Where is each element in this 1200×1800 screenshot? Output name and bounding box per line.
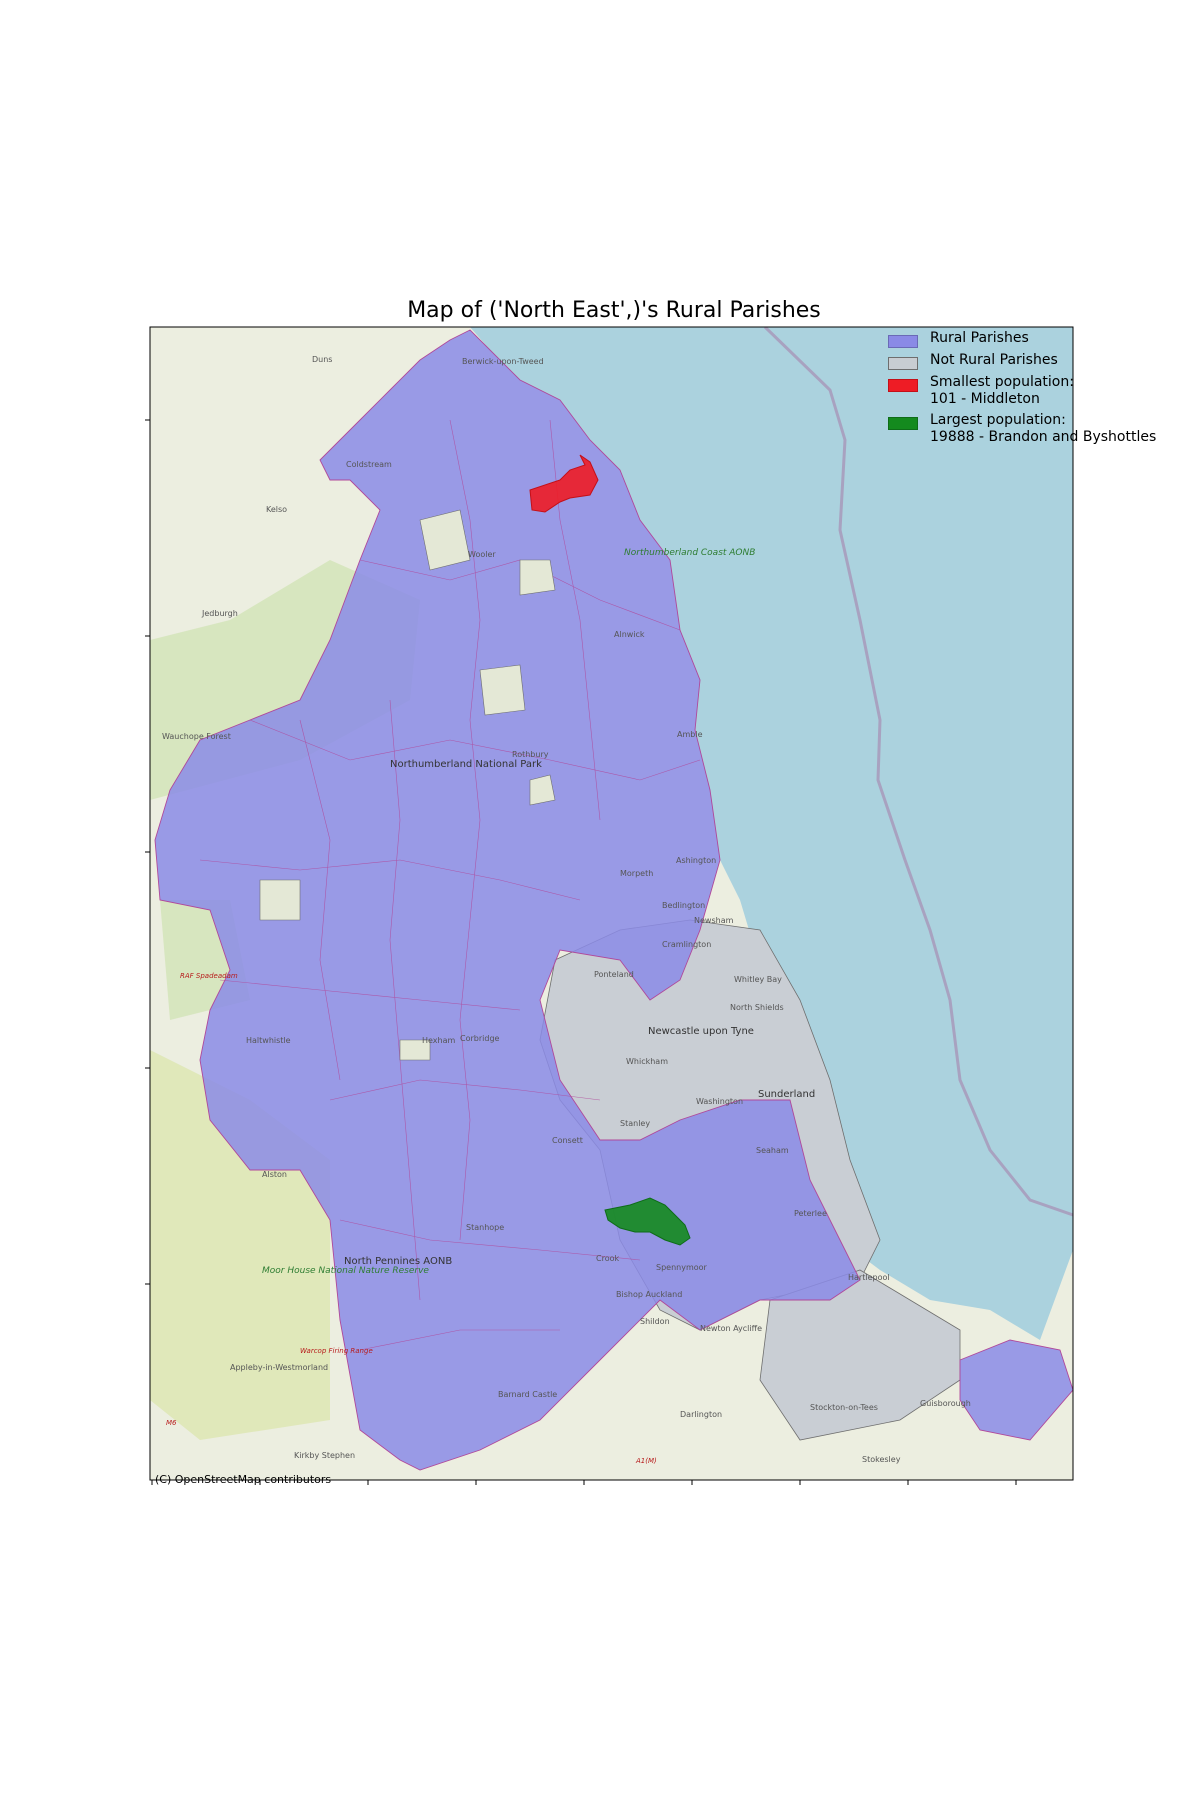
place-label: Consett [552,1136,583,1145]
place-label: Whickham [626,1057,668,1066]
place-label: North Shields [730,1003,784,1012]
place-label: Stokesley [862,1455,901,1464]
place-label: Berwick-upon-Tweed [462,357,544,366]
legend-item-largest: Largest population: 19888 - Brandon and … [888,412,1156,446]
legend-label: Rural Parishes [930,330,1029,346]
place-label: Spennymoor [656,1263,708,1272]
axes-frame [149,326,1074,1481]
place-label: Ashington [676,856,716,865]
map-legend: Rural Parishes Not Rural Parishes Smalle… [888,330,1156,450]
map-attribution: (C) OpenStreetMap contributors [155,1473,332,1486]
place-label: Warcop Firing Range [300,1347,373,1355]
map-title: Map of ('North East',)'s Rural Parishes [407,298,821,323]
largest-population-parish [604,1197,691,1246]
place-label: Northumberland Coast AONB [624,548,755,558]
road-label: M6 [166,1419,177,1427]
place-label: Wooler [468,550,496,559]
place-label: Barnard Castle [498,1390,557,1399]
place-label: Coldstream [346,460,392,469]
place-label: Moor House National Nature Reserve [262,1266,429,1276]
legend-item-rural: Rural Parishes [888,330,1156,348]
legend-label: Not Rural Parishes [930,352,1058,368]
non-rural-parish [399,1039,431,1061]
place-label: Cramlington [662,940,711,949]
maritime-boundary [763,327,1073,1217]
place-label: Hartlepool [848,1273,890,1282]
legend-item-smallest: Smallest population: 101 - Middleton [888,374,1156,408]
non-rural-parish [479,664,526,716]
sea-area [470,327,1073,1340]
place-label: Newsham [694,916,734,925]
place-label: Rothbury [512,750,549,759]
legend-swatch [888,335,918,348]
place-label: Stanley [620,1119,650,1128]
legend-swatch [888,379,918,392]
place-label: Bedlington [662,901,705,910]
y-axis-ticks [145,419,150,1285]
rural-parishes-area [959,1339,1073,1441]
place-label: Haltwhistle [246,1036,291,1045]
place-label: Kelso [266,505,287,514]
place-label: Appleby-in-Westmorland [230,1363,328,1372]
road-label: A1(M) [635,1457,657,1465]
place-label: Alston [262,1170,287,1179]
place-label: Stanhope [466,1223,504,1232]
place-label: Kirkby Stephen [294,1451,355,1460]
place-label: Guisborough [920,1399,971,1408]
legend-swatch [888,357,918,370]
place-label: Alnwick [614,630,645,639]
place-label: Seaham [756,1146,789,1155]
place-label: Sunderland [758,1089,815,1100]
place-label: Washington [696,1097,743,1106]
smallest-population-parish [529,454,599,513]
non-rural-parish [419,509,471,571]
place-label: Bishop Auckland [616,1290,682,1299]
place-label: Darlington [680,1410,722,1419]
legend-swatch [888,417,918,430]
place-label: RAF Spadeadam [180,972,238,980]
basemap: Duns Berwick-upon-Tweed Coldstream Kelso… [150,327,1073,1480]
place-label: Newton Aycliffe [700,1324,762,1333]
place-label: Wauchope Forest [162,732,231,741]
place-label: Jedburgh [201,609,238,618]
place-label: Peterlee [794,1209,827,1218]
place-label: Whitley Bay [734,975,782,984]
place-label: Stockton-on-Tees [810,1403,878,1412]
place-label: Morpeth [620,869,653,878]
place-label: Duns [312,355,332,364]
legend-label: Smallest population: 101 - Middleton [930,374,1074,407]
place-label: Newcastle upon Tyne [648,1026,754,1037]
place-label: Amble [677,730,703,739]
non-rural-parish [519,559,556,596]
place-label: Northumberland National Park [390,759,542,770]
place-label: Shildon [640,1317,670,1326]
non-rural-parish [529,774,556,806]
legend-label: Largest population: 19888 - Brandon and … [930,412,1157,445]
place-label: Corbridge [460,1034,500,1043]
rural-parishes-area [154,329,861,1471]
x-axis-ticks [151,1480,1017,1485]
place-label: Crook [596,1254,619,1263]
legend-item-not-rural: Not Rural Parishes [888,352,1156,370]
urban-non-rural-area [759,1269,961,1441]
non-rural-parish [259,879,301,921]
place-label: Hexham [422,1036,456,1045]
place-label: Ponteland [594,970,634,979]
place-label: North Pennines AONB [344,1256,452,1267]
